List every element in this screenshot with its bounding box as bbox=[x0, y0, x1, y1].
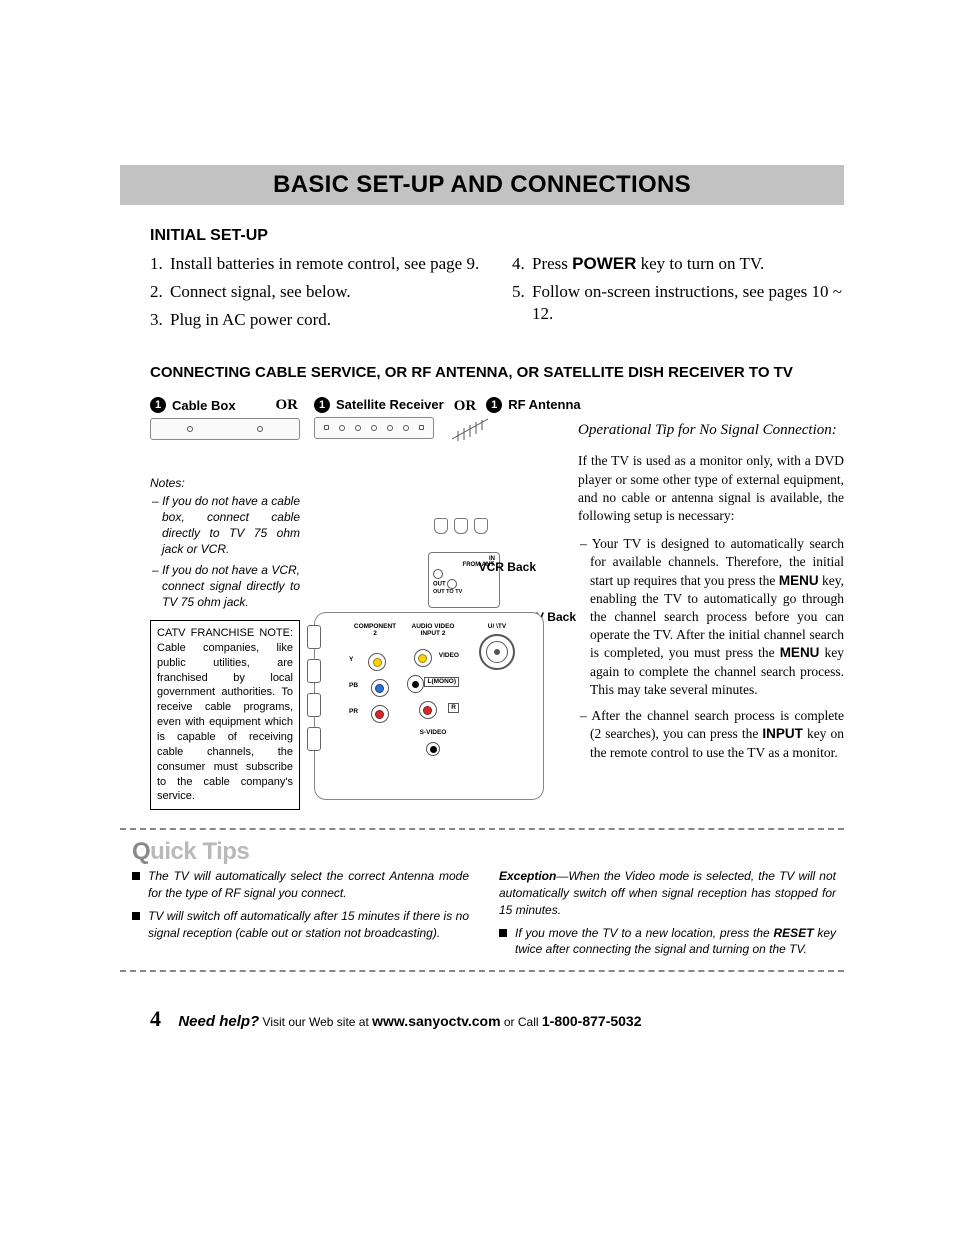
initial-setup-heading: INITIAL SET-UP bbox=[150, 227, 844, 245]
quick-tip-2: TV will switch off automatically after 1… bbox=[132, 908, 469, 942]
connecting-heading: CONNECTING CABLE SERVICE, OR RF ANTENNA,… bbox=[150, 363, 844, 383]
coax-jack bbox=[479, 634, 515, 670]
connection-diagram: IN FROM ANT. OUT OUT TO TV VCR Back TV B… bbox=[314, 446, 564, 806]
vcr-back-label: VCR Back bbox=[479, 560, 536, 574]
quick-tips-heading: Quick Tips bbox=[132, 838, 836, 866]
op-tip-para: If the TV is used as a monitor only, wit… bbox=[578, 452, 844, 525]
step-badge-1c: 1 bbox=[486, 397, 502, 413]
step-4: 4.Press POWER key to turn on TV. bbox=[512, 253, 844, 275]
setup-steps: 1.Install batteries in remote control, s… bbox=[150, 253, 844, 337]
note-1: – If you do not have a cable box, connec… bbox=[150, 493, 300, 558]
notes-heading: Notes: bbox=[150, 476, 300, 490]
tv-rear-panel: COMPONENT 2 Y PB PR AUDIO VIDEO INPUT 2 bbox=[314, 612, 544, 800]
step-1: 1.Install batteries in remote control, s… bbox=[150, 253, 482, 275]
step-2: 2.Connect signal, see below. bbox=[150, 281, 482, 303]
page-title: BASIC SET-UP AND CONNECTIONS bbox=[120, 171, 844, 199]
quick-tip-3: If you move the TV to a new location, pr… bbox=[499, 925, 836, 959]
page-number: 4 bbox=[150, 1006, 161, 1031]
cable-splitters bbox=[434, 518, 488, 534]
op-tip-item-1: – Your TV is designed to automatically s… bbox=[578, 535, 844, 699]
title-bar: BASIC SET-UP AND CONNECTIONS bbox=[120, 165, 844, 205]
need-help-label: Need help? bbox=[178, 1013, 259, 1030]
operational-tip: Operational Tip for No Signal Connection… bbox=[578, 397, 844, 810]
website-link: www.sanyoctv.com bbox=[372, 1013, 500, 1029]
connect-region: 1 Cable Box OR Notes: – If you do not ha… bbox=[150, 397, 844, 810]
bullet-icon bbox=[132, 912, 140, 920]
setup-steps-right: 4.Press POWER key to turn on TV. 5.Follo… bbox=[512, 253, 844, 325]
quick-tip-exception: Exception—When the Video mode is selecte… bbox=[499, 868, 836, 918]
satellite-receiver-rear bbox=[314, 417, 434, 439]
quick-tip-1: The TV will automatically select the cor… bbox=[132, 868, 469, 902]
step-badge-1: 1 bbox=[150, 397, 166, 413]
op-tip-heading: Operational Tip for No Signal Connection… bbox=[578, 421, 844, 441]
cable-box-label: 1 Cable Box OR bbox=[150, 397, 300, 414]
op-tip-item-2: – After the channel search process is co… bbox=[578, 707, 844, 762]
note-2: – If you do not have a VCR, connect sign… bbox=[150, 562, 300, 611]
catv-franchise-note: CATV FRANCHISE NOTE: Cable companies, li… bbox=[150, 620, 300, 810]
op-tip-list: – Your TV is designed to automatically s… bbox=[578, 535, 844, 762]
page-footer: 4 Need help? Visit our Web site at www.s… bbox=[150, 1006, 844, 1032]
setup-steps-left: 1.Install batteries in remote control, s… bbox=[150, 253, 482, 331]
bullet-icon bbox=[499, 929, 507, 937]
cable-box-rear bbox=[150, 418, 300, 440]
manual-page: BASIC SET-UP AND CONNECTIONS INITIAL SET… bbox=[0, 0, 954, 1072]
rf-antenna-icon bbox=[450, 417, 490, 446]
step-5: 5.Follow on-screen instructions, see pag… bbox=[512, 281, 844, 325]
step-3: 3.Plug in AC power cord. bbox=[150, 309, 482, 331]
quick-tips-box: Quick Tips The TV will automatically sel… bbox=[120, 828, 844, 972]
bullet-icon bbox=[132, 872, 140, 880]
rf-antenna-label: 1 RF Antenna bbox=[486, 397, 580, 413]
satellite-label: 1 Satellite Receiver bbox=[314, 397, 444, 413]
step-badge-1b: 1 bbox=[314, 397, 330, 413]
phone-number: 1-800-877-5032 bbox=[542, 1013, 642, 1029]
